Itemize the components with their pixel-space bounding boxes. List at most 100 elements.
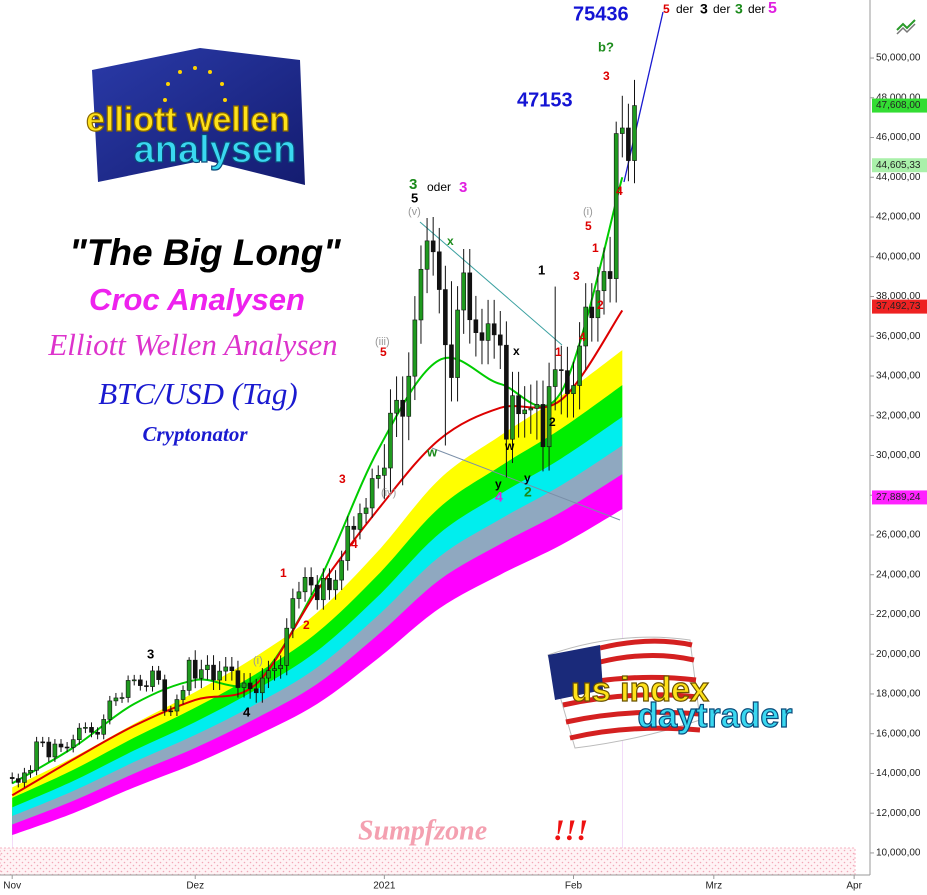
wave-label: Sumpfzone bbox=[358, 815, 487, 846]
wave-label: 4 bbox=[495, 489, 503, 505]
wave-label: 5 bbox=[585, 219, 592, 233]
wave-label: 2 bbox=[303, 618, 310, 632]
candle-body bbox=[479, 332, 485, 341]
candle-body bbox=[351, 525, 357, 530]
wave-label: 2 bbox=[524, 484, 532, 500]
bands-layer bbox=[12, 350, 623, 875]
wave-label: (v) bbox=[408, 206, 421, 218]
candle-body bbox=[577, 345, 582, 386]
wave-label: !!! bbox=[553, 814, 588, 847]
candle-body bbox=[296, 591, 302, 599]
candle-body bbox=[70, 739, 76, 748]
band-area bbox=[12, 509, 623, 875]
flag-stars bbox=[163, 66, 227, 102]
candle-body bbox=[180, 690, 186, 700]
candle-body bbox=[138, 679, 143, 686]
y-tick-label: 12,000,00 bbox=[876, 808, 921, 819]
candle-body bbox=[491, 323, 497, 336]
price-badge-label: 47,608,00 bbox=[876, 100, 921, 111]
wave-label: 3 bbox=[573, 269, 580, 283]
candles-layer bbox=[9, 79, 637, 788]
candle-body bbox=[571, 385, 576, 394]
candle-body bbox=[34, 741, 39, 771]
candle-body bbox=[290, 598, 296, 629]
candle-body bbox=[333, 579, 338, 591]
y-tick-label: 46,000,00 bbox=[876, 132, 921, 143]
candle-body bbox=[583, 306, 588, 347]
y-tick-label: 24,000,00 bbox=[876, 569, 921, 580]
candle-body bbox=[394, 399, 399, 414]
y-tick-label: 50,000,00 bbox=[876, 53, 921, 64]
candle-body bbox=[418, 268, 424, 321]
wave-label: oder bbox=[427, 180, 451, 194]
candle-body bbox=[400, 399, 405, 417]
candle-body bbox=[83, 727, 88, 729]
candle-body bbox=[199, 669, 204, 679]
wave-label: y bbox=[524, 471, 531, 485]
candle-body bbox=[485, 323, 491, 341]
candle-body bbox=[308, 577, 314, 586]
price-badge bbox=[872, 299, 927, 314]
candle-body bbox=[497, 334, 503, 346]
candle-body bbox=[235, 670, 241, 688]
wave-label: 3 bbox=[147, 646, 154, 661]
candle-body bbox=[424, 240, 430, 270]
wave-label: 5 bbox=[411, 190, 418, 205]
wave-label: 3 bbox=[735, 1, 743, 17]
wave-label: der bbox=[713, 2, 730, 16]
candle-body bbox=[406, 375, 412, 417]
x-tick-label: Feb bbox=[565, 881, 583, 892]
x-tick-label: Mrz bbox=[705, 881, 722, 892]
y-tick-label: 26,000,00 bbox=[876, 530, 921, 541]
y-tick-label: 16,000,00 bbox=[876, 728, 921, 739]
subtitle: BTC/USD (Tag) bbox=[98, 376, 298, 411]
candle-body bbox=[64, 746, 70, 749]
candle-body bbox=[375, 475, 381, 479]
candle-body bbox=[382, 467, 387, 476]
candle-body bbox=[223, 666, 229, 672]
candle-body bbox=[467, 272, 473, 321]
wave-label: x bbox=[513, 344, 520, 358]
subtitle: Elliott Wellen Analysen bbox=[47, 327, 337, 362]
wave-label: 4 bbox=[579, 330, 586, 344]
wave-label: (i) bbox=[583, 206, 593, 218]
candle-body bbox=[302, 577, 308, 593]
y-tick-label: 36,000,00 bbox=[876, 331, 921, 342]
candle-body bbox=[412, 319, 418, 377]
candle-body bbox=[107, 700, 113, 720]
wave-label: (iii) bbox=[375, 336, 390, 348]
candle-body bbox=[363, 507, 369, 514]
y-tick-label: 32,000,00 bbox=[876, 410, 921, 421]
candle-body bbox=[443, 289, 448, 346]
candle-body bbox=[192, 659, 198, 679]
candle-body bbox=[22, 772, 27, 783]
candle-body bbox=[546, 386, 552, 448]
wave-label: der bbox=[748, 2, 765, 16]
candle-body bbox=[272, 668, 277, 672]
axes: 10,000,00 12,000,00 14,000,00 16,000,00 18,0… bbox=[3, 53, 927, 892]
wave-label: 3 bbox=[700, 1, 708, 17]
wave-label: 75436 bbox=[573, 3, 629, 25]
price-badge bbox=[872, 158, 927, 173]
candle-body bbox=[46, 741, 52, 758]
x-tick-label: Apr bbox=[846, 881, 862, 892]
logo-text: analysen bbox=[134, 129, 297, 171]
y-tick-label: 10,000,00 bbox=[876, 848, 921, 859]
candle-body bbox=[522, 409, 527, 415]
candle-body bbox=[626, 127, 631, 161]
wave-label: 2 bbox=[597, 298, 604, 312]
logo-text: us index bbox=[571, 671, 709, 709]
toolbar-icon[interactable] bbox=[896, 19, 916, 35]
wave-label: 1 bbox=[555, 345, 562, 359]
y-tick-label: 40,000,00 bbox=[876, 251, 921, 262]
y-tick-label: 20,000,00 bbox=[876, 649, 921, 660]
candle-body bbox=[260, 677, 265, 694]
eu-flag bbox=[92, 48, 305, 185]
candle-body bbox=[217, 670, 222, 681]
wave-label: 47153 bbox=[517, 89, 573, 111]
y-tick-label: 34,000,00 bbox=[876, 371, 921, 382]
candle-body bbox=[528, 408, 534, 411]
candle-body bbox=[89, 727, 94, 733]
